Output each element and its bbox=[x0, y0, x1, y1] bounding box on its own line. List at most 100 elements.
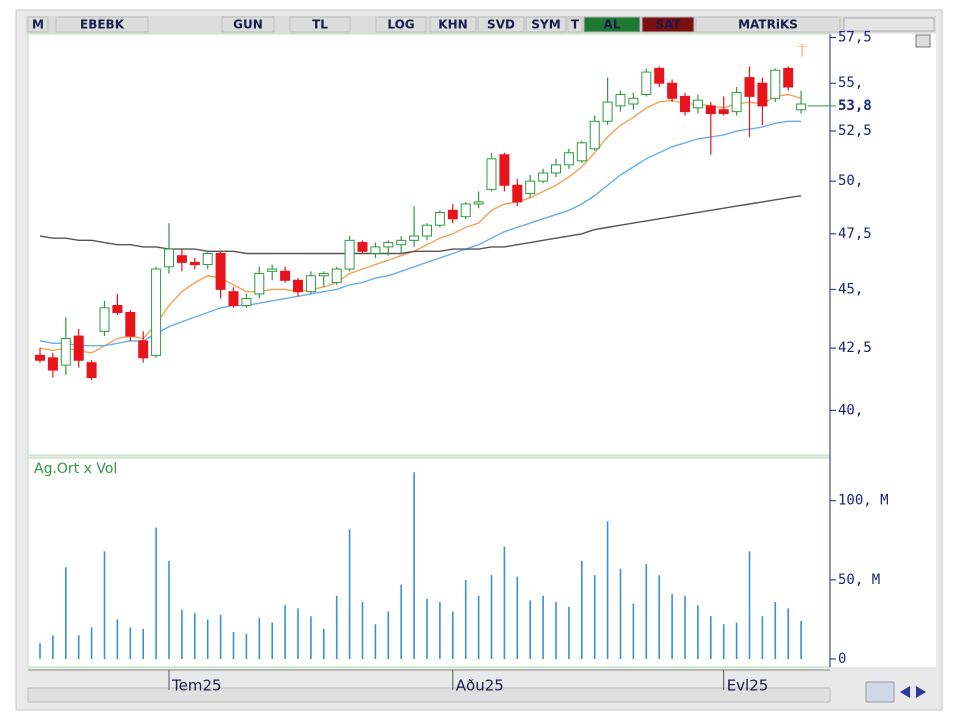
candle-body bbox=[47, 357, 58, 371]
candle-body bbox=[705, 105, 716, 115]
toolbar-button[interactable] bbox=[289, 16, 351, 33]
toolbar-button[interactable] bbox=[525, 16, 567, 33]
candle-body bbox=[512, 184, 523, 203]
candle-body bbox=[654, 67, 665, 84]
toolbar-label[interactable]: LOG bbox=[387, 18, 414, 32]
candle-body bbox=[164, 248, 174, 268]
toolbar-label[interactable]: MATRiKS bbox=[738, 18, 798, 32]
candle-body bbox=[331, 268, 342, 284]
candle-body bbox=[692, 99, 703, 109]
candle-body bbox=[176, 255, 187, 263]
toolbar-button[interactable] bbox=[375, 16, 427, 33]
scrollbar[interactable] bbox=[27, 687, 831, 703]
candle-body bbox=[718, 109, 729, 115]
pane-button[interactable] bbox=[915, 34, 931, 48]
toolbar-button[interactable] bbox=[583, 16, 641, 33]
candle-body bbox=[473, 201, 484, 205]
candle-body bbox=[125, 311, 136, 337]
marker-icon: ⍑ bbox=[797, 42, 807, 61]
candle-body bbox=[73, 335, 84, 361]
candle-body bbox=[422, 224, 432, 237]
candle-body bbox=[499, 154, 510, 186]
y-tick-label: 42,5 bbox=[838, 340, 872, 356]
y-tick-label: 55, bbox=[838, 75, 863, 91]
candle-body bbox=[757, 82, 768, 107]
candle-body bbox=[280, 270, 291, 281]
toolbar-label[interactable]: SAT bbox=[655, 18, 681, 32]
candle-body bbox=[202, 252, 213, 266]
candle-body bbox=[486, 158, 497, 190]
toolbar-label[interactable]: KHN bbox=[438, 18, 467, 32]
volume-title: Ag.Ort x Vol bbox=[34, 461, 117, 477]
candle-body bbox=[538, 172, 549, 182]
candle-body bbox=[370, 246, 381, 254]
toolbar-label[interactable]: T bbox=[571, 18, 580, 32]
toolbar-button[interactable] bbox=[477, 16, 525, 33]
y-tick-label: 52,5 bbox=[838, 123, 872, 139]
toolbar-label[interactable]: EBEBK bbox=[80, 18, 125, 32]
toolbar-button[interactable] bbox=[221, 16, 275, 33]
candle-body bbox=[576, 142, 587, 162]
candle-body bbox=[151, 268, 162, 356]
y-tick-label: 45, bbox=[838, 281, 863, 297]
candle-body bbox=[189, 261, 200, 266]
y-tick-label: 57,5 bbox=[838, 30, 872, 46]
y-tick-label: 47,5 bbox=[838, 226, 872, 242]
candle-body bbox=[344, 239, 355, 270]
toolbar-buttons: M EBEBK GUN TL LOG KHN SVD SYM T AL SAT MATRiKS bbox=[27, 16, 841, 33]
candle-body bbox=[602, 101, 613, 122]
candle-body bbox=[434, 211, 445, 226]
toolbar-button[interactable] bbox=[695, 16, 841, 33]
scroll-right[interactable] bbox=[916, 686, 926, 698]
candle-body bbox=[447, 209, 458, 220]
candle-body bbox=[215, 252, 226, 290]
toolbar-label[interactable]: M bbox=[32, 18, 44, 32]
candle-body bbox=[305, 275, 316, 293]
candle-body bbox=[383, 242, 394, 248]
candle-body bbox=[267, 268, 278, 272]
y-tick-label: 40, bbox=[838, 402, 863, 418]
moving-average-line bbox=[39, 120, 802, 347]
toolbar-button[interactable] bbox=[641, 16, 695, 33]
candle-body bbox=[551, 164, 561, 174]
toolbar-button[interactable] bbox=[55, 16, 149, 33]
axis-area bbox=[830, 34, 936, 667]
y-tick-label: 50, M bbox=[838, 572, 880, 588]
candle-body bbox=[460, 203, 471, 218]
scroll-left[interactable] bbox=[900, 686, 910, 698]
toolbar-label[interactable]: TL bbox=[312, 18, 328, 32]
candle-body bbox=[731, 92, 742, 113]
toolbar-label[interactable]: SYM bbox=[531, 18, 560, 32]
moving-average-line bbox=[39, 93, 802, 354]
volume-pane bbox=[27, 457, 831, 668]
candle-body bbox=[525, 180, 536, 195]
window-controls[interactable] bbox=[843, 17, 935, 32]
toolbar-button[interactable] bbox=[429, 16, 477, 33]
candle-body bbox=[409, 235, 420, 241]
toolbar-button[interactable] bbox=[567, 16, 583, 33]
y-tick-label: 50, bbox=[838, 173, 863, 189]
candle-body bbox=[667, 82, 678, 99]
x-tick-label: Evl25 bbox=[727, 677, 769, 695]
toolbar-label[interactable]: GUN bbox=[233, 18, 263, 32]
candle-body bbox=[254, 273, 265, 295]
x-tick-label: Aðu25 bbox=[456, 677, 504, 695]
candle-body bbox=[783, 67, 794, 88]
toolbar-label[interactable]: SVD bbox=[487, 18, 515, 32]
candle-body bbox=[357, 242, 368, 252]
candle-body bbox=[293, 279, 303, 293]
toolbar-button[interactable] bbox=[27, 16, 49, 33]
candle-body bbox=[228, 291, 239, 306]
plot: 40, 42,5 45, 47,5 50, 52,5 55, 57,5 53,8 Ag.Ort x… bbox=[34, 30, 889, 695]
candle-body bbox=[60, 337, 71, 366]
y-tick-label: 100, M bbox=[838, 493, 889, 509]
toolbar-label[interactable]: AL bbox=[604, 18, 621, 32]
candle-body bbox=[796, 103, 807, 111]
candle-body bbox=[99, 307, 110, 332]
candle-body bbox=[563, 152, 574, 166]
candle-body bbox=[615, 94, 626, 107]
candle-body bbox=[744, 77, 755, 97]
price-pane bbox=[27, 33, 831, 456]
refresh-button[interactable] bbox=[865, 681, 895, 703]
